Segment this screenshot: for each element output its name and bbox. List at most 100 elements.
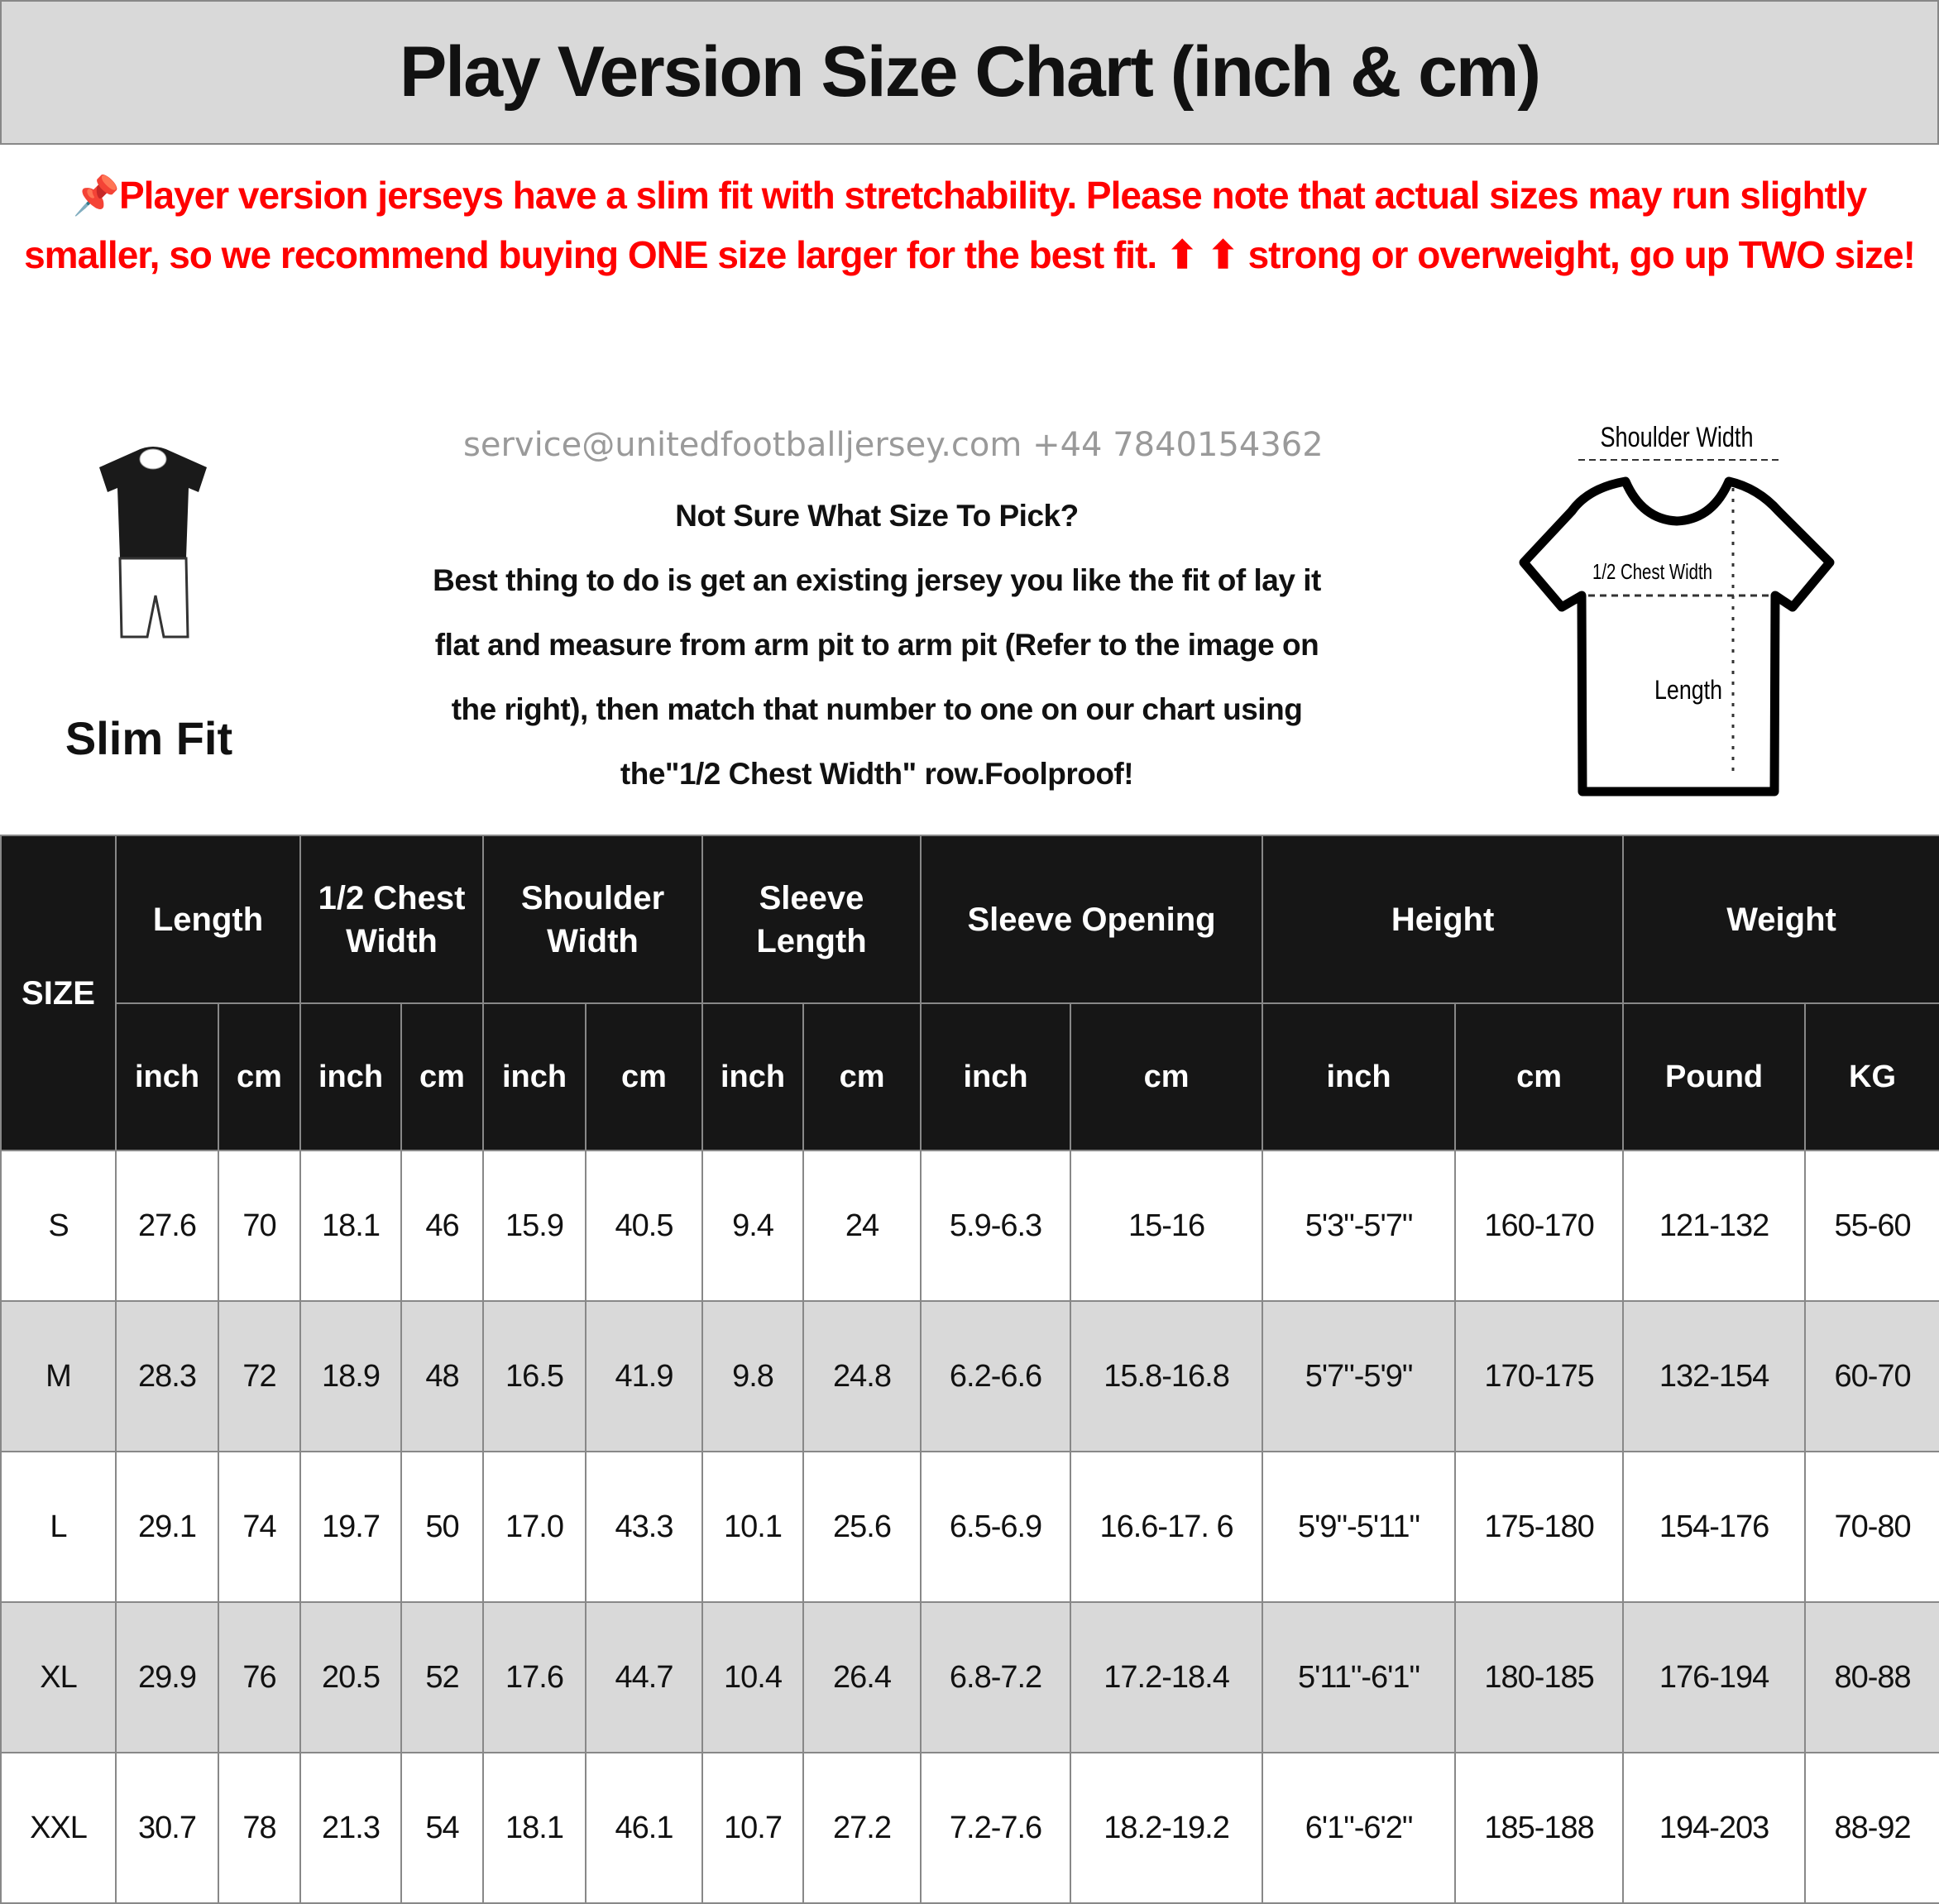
group-header: Length: [115, 835, 301, 1004]
value-cell: 29.9: [115, 1601, 219, 1753]
value-cell: 6.5-6.9: [920, 1451, 1072, 1603]
value-cell: 16.6-17. 6: [1070, 1451, 1264, 1603]
group-header: 1/2 Chest Width: [299, 835, 485, 1004]
length-label: Length: [1654, 675, 1722, 705]
unit-header: cm: [585, 1002, 704, 1151]
mannequin-slim-fit-icon: [99, 447, 207, 639]
jersey-measurement-diagram: Shoulder Width 1/2 Chest Width Length: [1519, 422, 1835, 797]
value-cell: 176-194: [1622, 1601, 1807, 1753]
unit-header: inch: [115, 1002, 219, 1151]
table-row: S 27.6 70 18.1 46 15.9 40.5 9.4 24 5.9-6.3 15-16 5'…: [0, 1150, 1939, 1302]
value-cell: 121-132: [1622, 1150, 1807, 1302]
size-table: SIZE Length 1/2 Chest Width Shoulder Wid…: [0, 835, 1939, 1904]
value-cell: 160-170: [1454, 1150, 1625, 1302]
size-cell: M: [0, 1300, 117, 1452]
unit-header: cm: [802, 1002, 922, 1151]
value-cell: 154-176: [1622, 1451, 1807, 1603]
value-cell: 6.2-6.6: [920, 1300, 1072, 1452]
value-cell: 74: [218, 1451, 301, 1603]
size-cell: S: [0, 1150, 117, 1302]
value-cell: 18.1: [299, 1150, 402, 1302]
unit-header: inch: [299, 1002, 402, 1151]
unit-header: Pound: [1622, 1002, 1807, 1151]
unit-header: inch: [701, 1002, 805, 1151]
value-cell: 5'3"-5'7": [1262, 1150, 1457, 1302]
value-cell: 175-180: [1454, 1451, 1625, 1603]
size-cell: XL: [0, 1601, 117, 1753]
value-cell: 52: [400, 1601, 485, 1753]
value-cell: 18.9: [299, 1300, 402, 1452]
value-cell: 24: [802, 1150, 922, 1302]
value-cell: 17.0: [482, 1451, 587, 1603]
value-cell: 43.3: [585, 1451, 704, 1603]
value-cell: 132-154: [1622, 1300, 1807, 1452]
value-cell: 88-92: [1804, 1752, 1939, 1904]
table-row: M 28.3 72 18.9 48 16.5 41.9 9.8 24.8 6.2-6.6 15.8-…: [0, 1300, 1939, 1452]
value-cell: 15.8-16.8: [1070, 1300, 1264, 1452]
table-row: XXL 30.7 78 21.3 54 18.1 46.1 10.7 27.2 7.2-7.6 18…: [0, 1752, 1939, 1904]
value-cell: 9.4: [701, 1150, 805, 1302]
value-cell: 9.8: [701, 1300, 805, 1452]
value-cell: 194-203: [1622, 1752, 1807, 1904]
unit-header: cm: [218, 1002, 301, 1151]
unit-header: cm: [1454, 1002, 1625, 1151]
unit-header: inch: [482, 1002, 587, 1151]
pushpin-icon: 📌: [72, 174, 120, 217]
page-title: Play Version Size Chart (inch & cm): [0, 0, 1939, 145]
value-cell: 55-60: [1804, 1150, 1939, 1302]
value-cell: 19.7: [299, 1451, 402, 1603]
value-cell: 20.5: [299, 1601, 402, 1753]
value-cell: 48: [400, 1300, 485, 1452]
value-cell: 5'9"-5'11": [1262, 1451, 1457, 1603]
value-cell: 15-16: [1070, 1150, 1264, 1302]
value-cell: 10.4: [701, 1601, 805, 1753]
value-cell: 50: [400, 1451, 485, 1603]
value-cell: 17.2-18.4: [1070, 1601, 1264, 1753]
table-row: L 29.1 74 19.7 50 17.0 43.3 10.1 25.6 6.5-6.9 16.6…: [0, 1451, 1939, 1603]
value-cell: 5.9-6.3: [920, 1150, 1072, 1302]
group-header: Height: [1262, 835, 1625, 1004]
value-cell: 18.2-19.2: [1070, 1752, 1264, 1904]
watermark: service@unitedfootballjersey.com +44 784…: [463, 426, 1324, 464]
value-cell: 70: [218, 1150, 301, 1302]
value-cell: 27.6: [115, 1150, 219, 1302]
value-cell: 27.2: [802, 1752, 922, 1904]
value-cell: 41.9: [585, 1300, 704, 1452]
group-header: Weight: [1622, 835, 1939, 1004]
chest-width-label: 1/2 Chest Width: [1592, 559, 1712, 584]
unit-header: cm: [400, 1002, 485, 1151]
value-cell: 21.3: [299, 1752, 402, 1904]
size-cell: XXL: [0, 1752, 117, 1904]
value-cell: 76: [218, 1601, 301, 1753]
value-cell: 46: [400, 1150, 485, 1302]
value-cell: 25.6: [802, 1451, 922, 1603]
value-cell: 44.7: [585, 1601, 704, 1753]
value-cell: 15.9: [482, 1150, 587, 1302]
value-cell: 10.1: [701, 1451, 805, 1603]
unit-header: inch: [1262, 1002, 1457, 1151]
unit-header: KG: [1804, 1002, 1939, 1151]
value-cell: 30.7: [115, 1752, 219, 1904]
value-cell: 170-175: [1454, 1300, 1625, 1452]
value-cell: 6'1"-6'2": [1262, 1752, 1457, 1904]
value-cell: 80-88: [1804, 1601, 1939, 1753]
table-row: XL 29.9 76 20.5 52 17.6 44.7 10.4 26.4 6.8-7.2 17.…: [0, 1601, 1939, 1753]
value-cell: 7.2-7.6: [920, 1752, 1072, 1904]
value-cell: 185-188: [1454, 1752, 1625, 1904]
value-cell: 46.1: [585, 1752, 704, 1904]
value-cell: 180-185: [1454, 1601, 1625, 1753]
value-cell: 70-80: [1804, 1451, 1939, 1603]
size-header: SIZE: [0, 835, 117, 1151]
size-advice: Not Sure What Size To Pick? Best thing t…: [433, 499, 1321, 791]
group-header: Sleeve Length: [701, 835, 922, 1004]
value-cell: 10.7: [701, 1752, 805, 1904]
value-cell: 24.8: [802, 1300, 922, 1452]
value-cell: 16.5: [482, 1300, 587, 1452]
group-header: Sleeve Opening: [920, 835, 1264, 1004]
value-cell: 40.5: [585, 1150, 704, 1302]
shoulder-width-label: Shoulder Width: [1601, 422, 1754, 453]
value-cell: 18.1: [482, 1752, 587, 1904]
value-cell: 29.1: [115, 1451, 219, 1603]
unit-header: cm: [1070, 1002, 1264, 1151]
unit-header: inch: [920, 1002, 1072, 1151]
